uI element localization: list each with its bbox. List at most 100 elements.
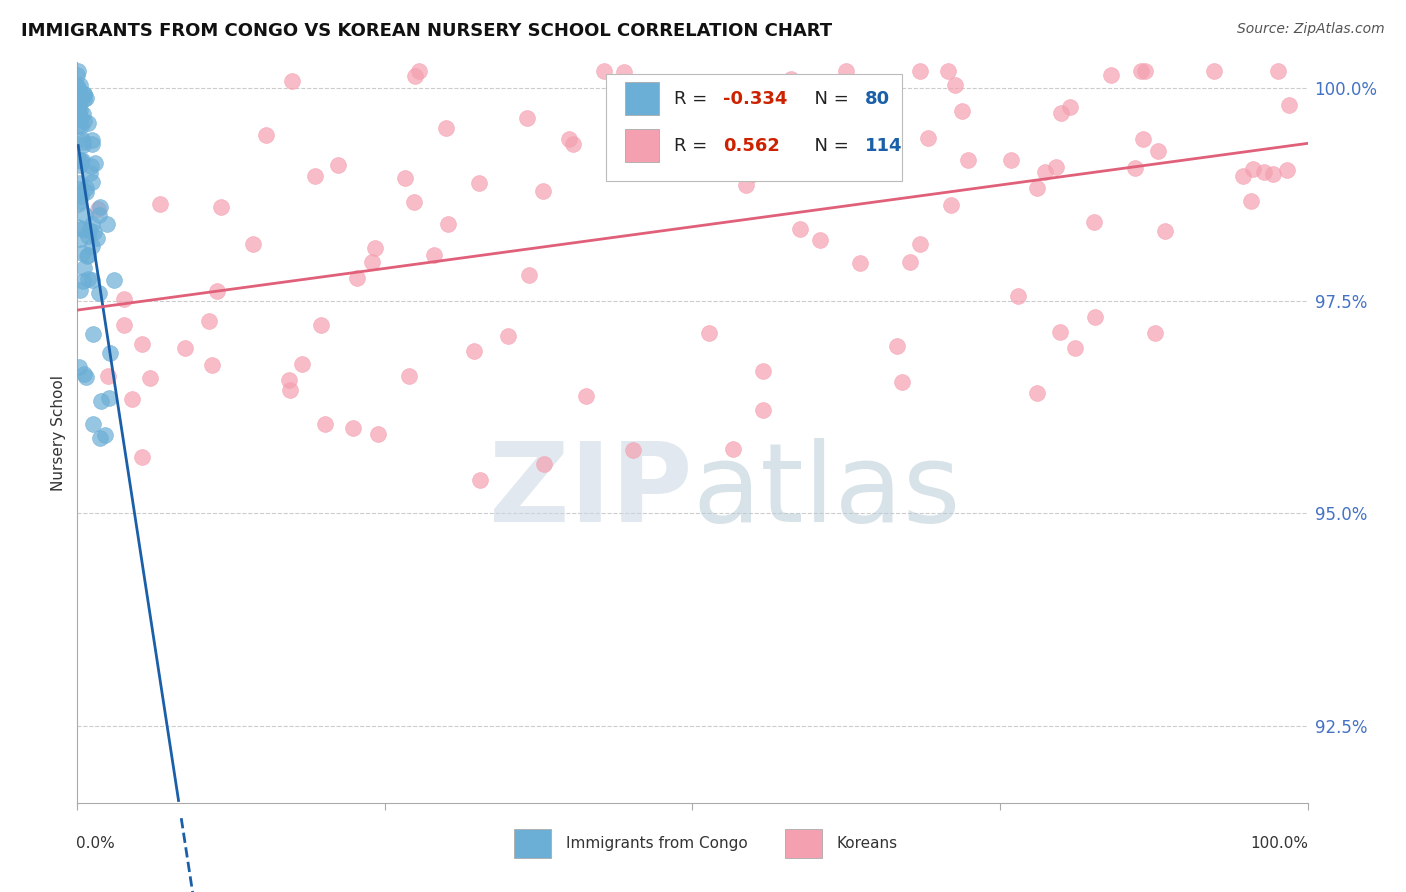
Point bbox=[394, 170, 416, 185]
Point bbox=[1050, 106, 1073, 120]
Point bbox=[468, 473, 491, 487]
Point bbox=[201, 358, 224, 372]
Point bbox=[67, 176, 90, 190]
Point bbox=[77, 222, 100, 236]
Point bbox=[75, 186, 97, 200]
Point bbox=[1033, 165, 1056, 179]
Point bbox=[87, 208, 110, 222]
Point bbox=[72, 107, 94, 121]
Point bbox=[1129, 64, 1152, 78]
Point bbox=[943, 78, 966, 93]
Point bbox=[290, 357, 312, 371]
Point bbox=[87, 285, 110, 300]
Point bbox=[173, 341, 195, 355]
Point bbox=[1253, 165, 1275, 179]
Point bbox=[73, 114, 96, 128]
Point bbox=[849, 255, 872, 269]
Point bbox=[149, 197, 172, 211]
Point bbox=[463, 344, 485, 359]
Point bbox=[1267, 64, 1289, 78]
Point bbox=[638, 132, 661, 146]
Point bbox=[98, 346, 121, 360]
Point bbox=[398, 369, 420, 384]
Point bbox=[67, 103, 90, 117]
Point bbox=[67, 88, 90, 103]
Y-axis label: Nursery School: Nursery School bbox=[51, 375, 66, 491]
Point bbox=[346, 271, 368, 285]
Point bbox=[402, 194, 425, 209]
Point bbox=[1083, 215, 1105, 229]
Text: Source: ZipAtlas.com: Source: ZipAtlas.com bbox=[1237, 22, 1385, 37]
Text: N =: N = bbox=[803, 136, 855, 154]
Point bbox=[79, 166, 101, 180]
Point bbox=[82, 217, 104, 231]
Point bbox=[69, 153, 91, 167]
Point bbox=[90, 394, 112, 409]
Point bbox=[75, 91, 97, 105]
Point bbox=[1241, 161, 1264, 176]
Text: 0.0%: 0.0% bbox=[76, 836, 115, 851]
Point bbox=[66, 64, 89, 78]
Point bbox=[69, 112, 91, 127]
Point bbox=[898, 255, 921, 269]
Point bbox=[1063, 341, 1085, 355]
Point bbox=[66, 187, 89, 202]
Text: ZIP: ZIP bbox=[489, 438, 693, 545]
Point bbox=[76, 116, 98, 130]
Point bbox=[121, 392, 143, 407]
Point bbox=[531, 184, 554, 198]
Point bbox=[67, 182, 90, 196]
Point bbox=[936, 64, 959, 78]
Point bbox=[93, 428, 115, 442]
Text: IMMIGRANTS FROM CONGO VS KOREAN NURSERY SCHOOL CORRELATION CHART: IMMIGRANTS FROM CONGO VS KOREAN NURSERY … bbox=[21, 22, 832, 40]
Point bbox=[70, 188, 93, 202]
Point bbox=[242, 237, 264, 252]
Point bbox=[80, 133, 103, 147]
Point bbox=[209, 200, 232, 214]
Point bbox=[908, 236, 931, 251]
Point bbox=[1049, 325, 1071, 339]
Point bbox=[80, 238, 103, 252]
Point bbox=[637, 132, 659, 146]
Point bbox=[281, 74, 304, 88]
Point bbox=[1204, 64, 1226, 78]
Point bbox=[738, 90, 761, 104]
Point bbox=[73, 87, 96, 101]
Point bbox=[69, 112, 91, 127]
Point bbox=[77, 229, 100, 244]
Point bbox=[96, 217, 118, 231]
Point bbox=[73, 87, 96, 101]
Point bbox=[87, 202, 110, 217]
Point bbox=[696, 121, 718, 136]
Point bbox=[1026, 386, 1049, 401]
Point bbox=[803, 140, 825, 154]
Point bbox=[1147, 144, 1170, 158]
Point bbox=[80, 160, 103, 174]
Point bbox=[72, 88, 94, 103]
Point bbox=[1232, 169, 1254, 183]
Point bbox=[73, 261, 96, 276]
Point bbox=[311, 318, 333, 333]
Point bbox=[76, 272, 98, 286]
Point bbox=[533, 458, 555, 472]
Point bbox=[70, 132, 93, 146]
Point bbox=[66, 94, 89, 108]
Point bbox=[742, 167, 765, 181]
Point bbox=[1099, 68, 1122, 82]
Point bbox=[97, 369, 120, 384]
Point bbox=[423, 248, 446, 262]
Point bbox=[97, 391, 120, 405]
Point bbox=[950, 103, 973, 118]
Point bbox=[70, 153, 93, 167]
Point bbox=[1007, 288, 1029, 302]
Point bbox=[1154, 224, 1177, 238]
Point bbox=[304, 169, 326, 183]
Point bbox=[910, 64, 932, 78]
Point bbox=[67, 194, 90, 208]
Point bbox=[112, 292, 135, 306]
Point bbox=[342, 421, 364, 435]
Point bbox=[1045, 160, 1067, 174]
Point bbox=[808, 233, 831, 247]
Point bbox=[67, 108, 90, 122]
Point bbox=[1239, 194, 1261, 209]
